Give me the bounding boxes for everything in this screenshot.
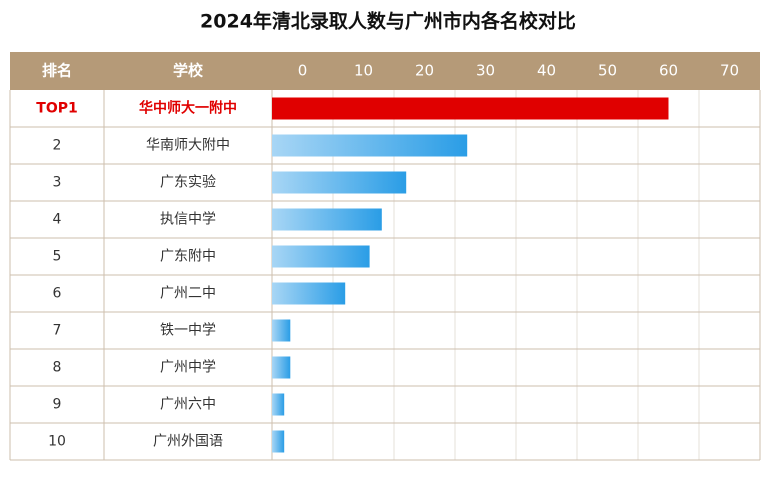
y-tick-label: 广州二中 [160,286,216,302]
x-tick-label: 10 [354,62,373,80]
header [10,52,760,90]
y-tick-label: 华南师大附中 [146,138,230,154]
column-header: 学校 [173,62,204,80]
rank: 9 [53,397,62,413]
bar [272,319,291,342]
y-tick-label: 广州六中 [160,397,216,413]
y-tick-label: 广东实验 [160,175,216,191]
rank: 4 [53,212,62,228]
x-tick-label: 70 [720,62,739,80]
chart-title: 2024年清北录取人数与广州市内各名校对比 [200,10,576,33]
rank: 3 [53,175,62,191]
bar [272,97,669,120]
y-tick-label: 铁一中学 [160,323,216,339]
rank: 7 [53,323,62,339]
x-tick-label: 30 [476,62,495,80]
x-tick-label: 60 [659,62,678,80]
column-header: 排名 [42,62,72,80]
x-tick-label: 0 [298,62,308,80]
x-tick-label: 20 [415,62,434,80]
rank: 2 [53,138,62,154]
bar [272,134,468,157]
rank: TOP1 [36,101,77,117]
y-tick-label: 广州中学 [160,360,216,376]
rank: 10 [48,434,66,450]
y-tick-label: 广州外国语 [153,434,223,450]
bar [272,245,370,268]
y-tick-label: 执信中学 [160,212,216,228]
bar [272,430,285,453]
bar [272,171,407,194]
bar [272,208,382,231]
rank: 6 [53,286,62,302]
bar [272,282,346,305]
bar [272,356,291,379]
x-tick-label: 40 [537,62,556,80]
rank: 5 [53,249,62,265]
bar [272,393,285,416]
y-tick-label: 华中师大一附中 [139,100,237,117]
y-tick-label: 广东附中 [160,249,216,265]
rank: 8 [53,360,62,376]
x-tick-label: 50 [598,62,617,80]
